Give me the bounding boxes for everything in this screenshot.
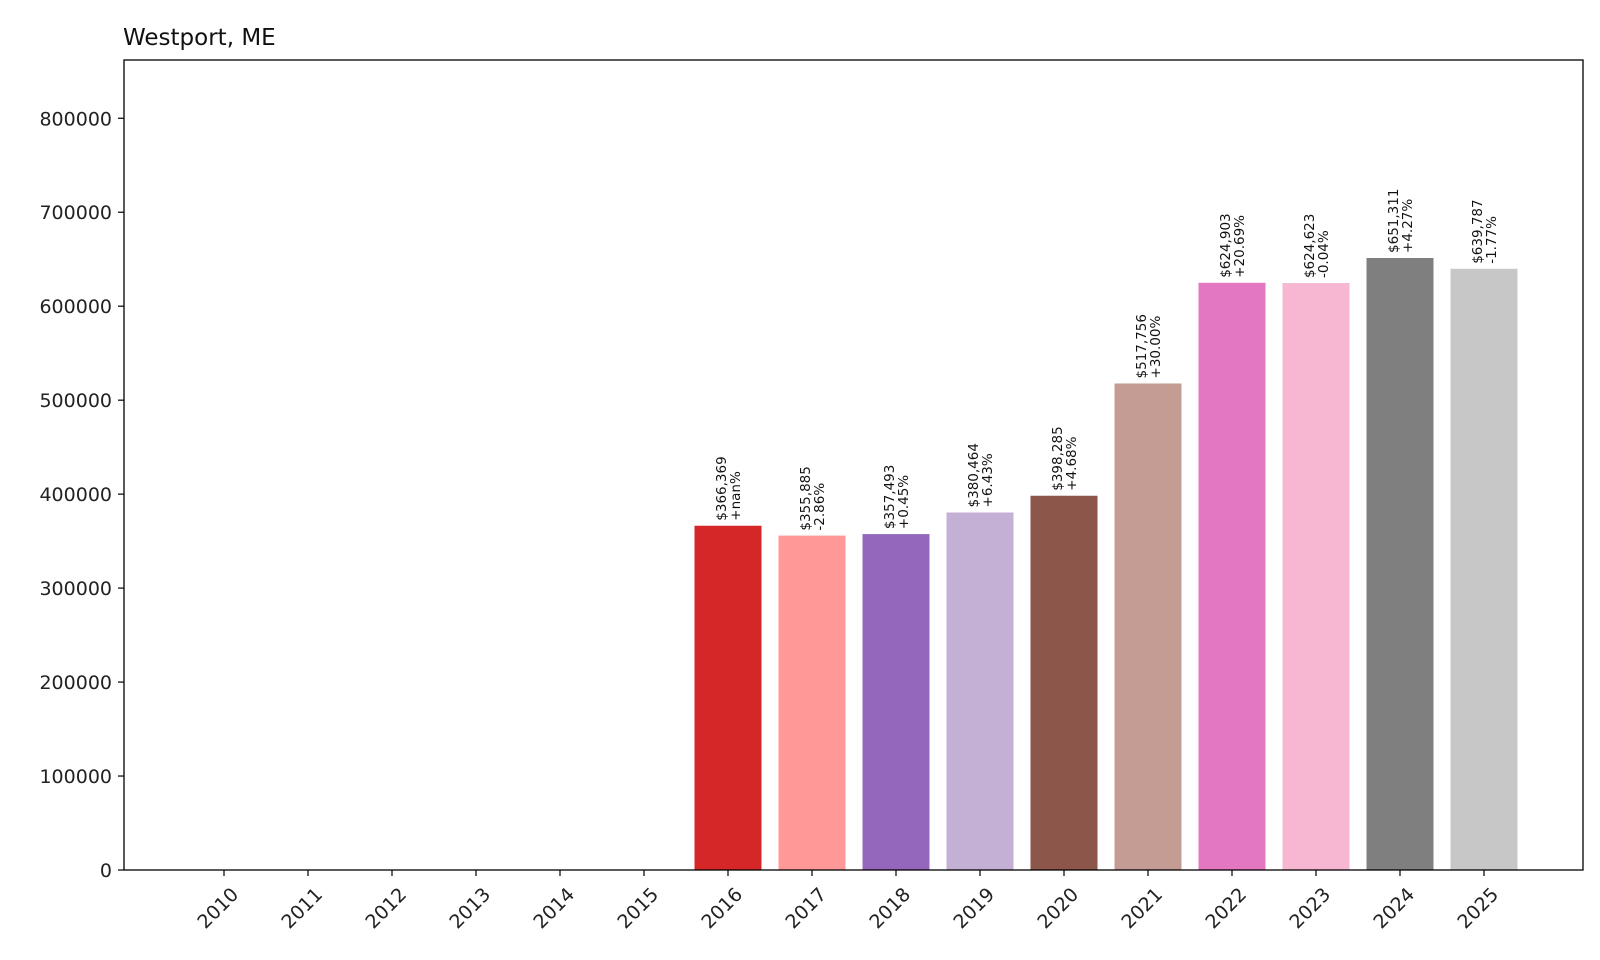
bar-change-label: +4.27%: [1400, 199, 1416, 253]
y-axis: 0 100000 200000 300000 400000 500000 600000 700…: [39, 108, 124, 882]
y-tick-label: 500000: [39, 390, 112, 412]
bar-2023: [1282, 283, 1350, 871]
x-axis: 2010 2011 2012 2013 2014 2015 2016 2017 2018 2019…: [193, 870, 1503, 933]
bar-label-2016: $366,369+nan%: [714, 456, 744, 520]
bar-value-label: $517,756: [1134, 314, 1150, 378]
bar-2021: [1114, 383, 1182, 870]
bar-change-label: -0.04%: [1316, 230, 1332, 278]
x-tick-label-2023: 2023: [1285, 884, 1335, 934]
bar-label-2025: $639,787-1.77%: [1470, 199, 1500, 263]
y-tick-label: 700000: [39, 202, 112, 224]
y-tick-label: 0: [100, 860, 112, 882]
x-tick-label-2013: 2013: [445, 884, 495, 934]
bar-2016: [694, 525, 762, 870]
bar-label-2023: $624,623-0.04%: [1302, 214, 1332, 278]
bar-2024: [1366, 257, 1434, 870]
bar-label-2018: $357,493+0.45%: [882, 465, 912, 529]
chart-title: Westport, ME: [123, 25, 276, 51]
bar-2019: [946, 512, 1014, 870]
y-tick-label: 600000: [39, 296, 112, 318]
bar-change-label: +4.68%: [1064, 436, 1080, 490]
x-tick-label-2024: 2024: [1369, 884, 1419, 934]
bar-2018: [862, 534, 930, 870]
bar-label-2022: $624,903+20.69%: [1218, 213, 1248, 277]
y-tick-label: 400000: [39, 484, 112, 506]
bar-value-label: $398,285: [1050, 426, 1066, 490]
x-tick-label-2025: 2025: [1453, 884, 1503, 934]
bar-change-label: -1.77%: [1484, 216, 1500, 264]
bar-value-label: $355,885: [798, 466, 814, 530]
bar-change-label: -2.86%: [812, 483, 828, 531]
bar-change-label: +nan%: [728, 471, 744, 521]
bar-change-label: +0.45%: [896, 475, 912, 529]
bar-change-label: +30.00%: [1148, 316, 1164, 379]
y-tick-label: 100000: [39, 766, 112, 788]
bars: [694, 257, 1518, 871]
y-tick-label: 200000: [39, 672, 112, 694]
x-tick-label-2020: 2020: [1033, 884, 1083, 934]
x-tick-label-2011: 2011: [277, 884, 327, 934]
x-tick-label-2012: 2012: [361, 884, 411, 934]
bar-value-label: $380,464: [966, 443, 982, 507]
x-tick-label-2014: 2014: [529, 884, 579, 934]
x-tick-label-2017: 2017: [781, 884, 831, 934]
x-tick-label-2018: 2018: [865, 884, 915, 934]
x-tick-label-2010: 2010: [193, 884, 243, 934]
bar-label-2024: $651,311+4.27%: [1386, 189, 1416, 253]
x-tick-label-2015: 2015: [613, 884, 663, 934]
bar-2017: [778, 535, 846, 870]
bar-label-2019: $380,464+6.43%: [966, 443, 996, 507]
bar-value-label: $624,903: [1218, 213, 1234, 277]
bar-label-2017: $355,885-2.86%: [798, 466, 828, 530]
bar-value-label: $366,369: [714, 456, 730, 520]
plot-frame: [123, 59, 1584, 871]
bar-value-label: $639,787: [1470, 199, 1486, 263]
bar-2022: [1198, 282, 1266, 870]
bar-value-label: $624,623: [1302, 214, 1318, 278]
bar-value-label: $651,311: [1386, 189, 1402, 253]
y-tick-label: 800000: [39, 108, 112, 130]
bar-value-labels: $366,369+nan% $355,885-2.86% $357,493+0.45…: [714, 189, 1500, 531]
x-tick-label-2019: 2019: [949, 884, 999, 934]
bar-2025: [1450, 268, 1518, 870]
bar-label-2020: $398,285+4.68%: [1050, 426, 1080, 490]
bar-label-2021: $517,756+30.00%: [1134, 314, 1164, 378]
bar-change-label: +6.43%: [980, 453, 996, 507]
bar-2020: [1030, 495, 1098, 870]
x-tick-label-2021: 2021: [1117, 884, 1167, 934]
bar-value-label: $357,493: [882, 465, 898, 529]
bar-change-label: +20.69%: [1232, 215, 1248, 278]
y-tick-label: 300000: [39, 578, 112, 600]
x-tick-label-2022: 2022: [1201, 884, 1251, 934]
x-tick-label-2016: 2016: [697, 884, 747, 934]
